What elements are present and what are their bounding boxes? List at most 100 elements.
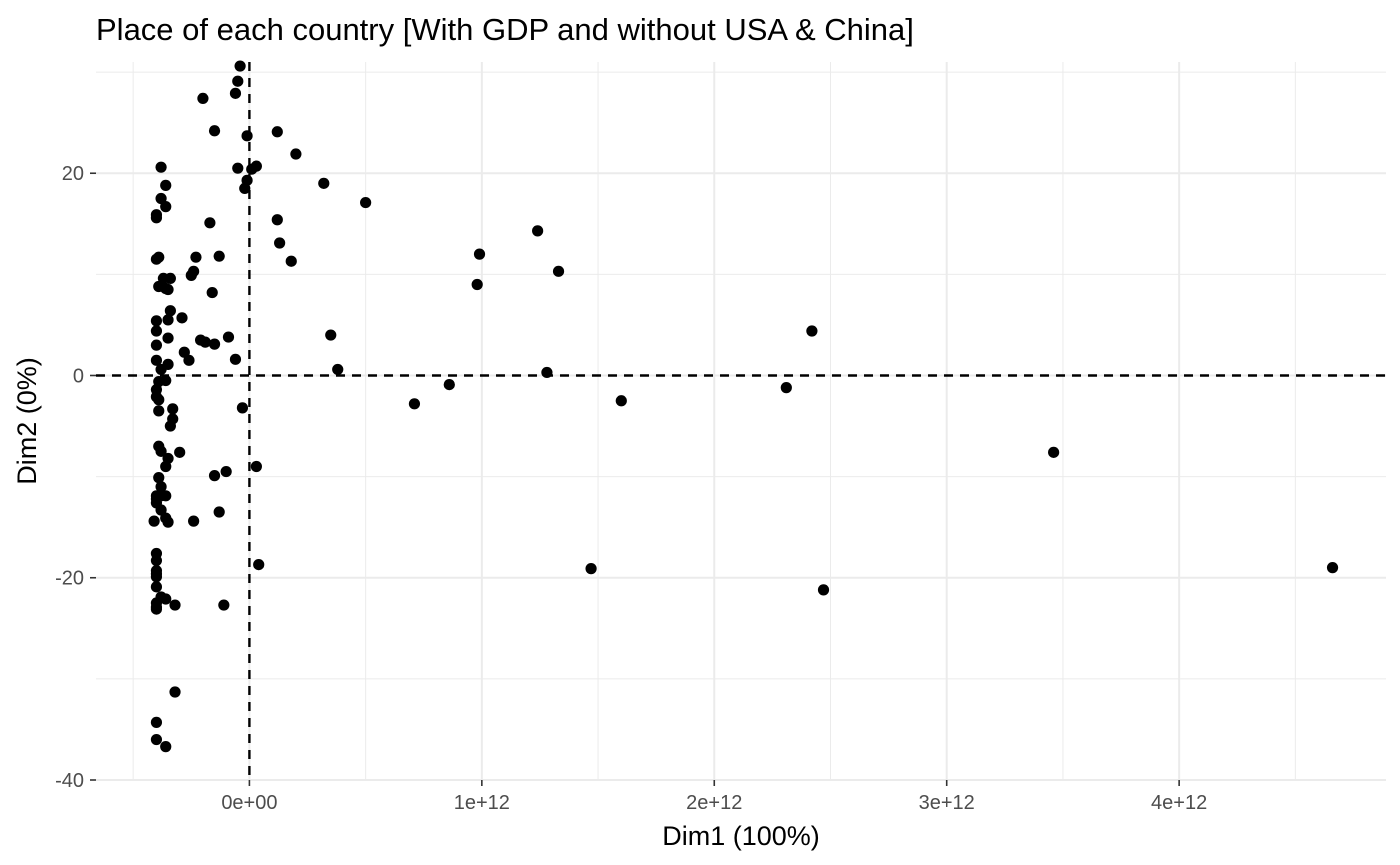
data-point: [153, 394, 165, 406]
data-point: [241, 130, 253, 142]
data-point: [213, 250, 225, 262]
data-point: [285, 255, 297, 267]
data-point: [274, 237, 286, 249]
data-point: [155, 192, 167, 205]
data-point: [155, 445, 167, 457]
data-point: [153, 405, 165, 417]
x-tick-label: 1e+12: [454, 792, 510, 814]
data-point: [150, 716, 163, 728]
data-point: [1326, 562, 1339, 574]
data-point: [150, 581, 163, 593]
data-point: [150, 325, 163, 337]
data-point: [318, 177, 330, 189]
data-point: [155, 504, 167, 516]
data-point: [236, 402, 249, 414]
data-point: [290, 148, 302, 160]
data-point: [199, 336, 211, 348]
data-point: [160, 179, 172, 191]
data-point: [150, 253, 163, 265]
data-point: [162, 283, 174, 296]
data-point: [443, 378, 455, 391]
data-point: [585, 563, 597, 575]
data-point: [164, 272, 176, 285]
data-point: [213, 506, 225, 518]
data-point: [150, 339, 163, 351]
data-point: [806, 325, 818, 337]
data-point: [471, 278, 483, 291]
data-point: [162, 332, 174, 344]
data-point: [150, 571, 163, 583]
data-point: [325, 329, 337, 341]
x-tick-label: 0e+00: [221, 792, 277, 814]
data-point: [160, 593, 172, 605]
data-point: [164, 420, 176, 432]
data-point: [541, 366, 553, 379]
y-axis-title: Dim2 (0%): [12, 357, 42, 485]
data-point: [178, 346, 190, 358]
data-point: [155, 481, 167, 493]
data-point: [229, 353, 242, 365]
x-tick-label: 3e+12: [919, 792, 975, 814]
grid-layer: [96, 62, 1386, 781]
data-point: [162, 516, 174, 528]
data-point: [208, 338, 221, 350]
data-point: [234, 60, 246, 72]
data-point: [174, 446, 186, 458]
data-point: [532, 225, 544, 237]
data-point: [615, 395, 627, 407]
data-points: [148, 60, 1339, 753]
data-point: [780, 382, 792, 394]
data-point: [148, 515, 160, 527]
data-point: [185, 269, 197, 281]
data-point: [239, 182, 251, 195]
data-point: [271, 214, 283, 226]
data-point: [190, 251, 202, 263]
data-point: [176, 312, 188, 324]
data-point: [246, 163, 258, 175]
data-point: [160, 460, 172, 473]
data-point: [169, 686, 181, 698]
data-point: [197, 92, 209, 105]
data-point: [150, 354, 163, 366]
data-point: [360, 196, 372, 209]
y-axis: -40 -20 0 20: [55, 163, 96, 792]
data-point: [155, 363, 167, 376]
reference-lines: [96, 62, 1386, 780]
data-point: [150, 733, 163, 746]
data-point: [183, 354, 195, 366]
x-axis-title: Dim1 (100%): [662, 821, 820, 851]
data-point: [150, 315, 163, 327]
x-axis: 0e+00 1e+12 2e+12 3e+12 4e+12: [221, 780, 1207, 814]
data-point: [232, 162, 244, 174]
data-point: [160, 741, 172, 753]
data-point: [167, 403, 179, 415]
data-point: [222, 331, 235, 343]
data-point: [1048, 446, 1060, 458]
x-tick-label: 4e+12: [1151, 792, 1207, 814]
y-tick-label: 0: [73, 365, 84, 387]
y-tick-label: 20: [62, 163, 84, 185]
data-point: [218, 599, 230, 611]
data-point: [155, 161, 167, 173]
data-point: [204, 217, 216, 229]
x-tick-label: 2e+12: [686, 792, 742, 814]
y-tick-label: -20: [55, 568, 84, 590]
data-point: [208, 125, 221, 137]
data-point: [332, 363, 344, 376]
data-point: [150, 212, 163, 224]
data-point: [232, 75, 244, 87]
data-point: [229, 87, 242, 99]
chart-title: Place of each country [With GDP and with…: [96, 12, 914, 47]
data-point: [552, 265, 565, 277]
data-point: [153, 472, 165, 484]
data-point: [473, 248, 486, 260]
data-point: [220, 465, 232, 478]
data-point: [253, 559, 265, 571]
data-point: [188, 515, 200, 527]
data-point: [150, 554, 163, 567]
data-point: [164, 305, 176, 317]
y-tick-label: -40: [55, 770, 84, 792]
data-point: [150, 603, 163, 615]
data-point: [250, 460, 262, 473]
